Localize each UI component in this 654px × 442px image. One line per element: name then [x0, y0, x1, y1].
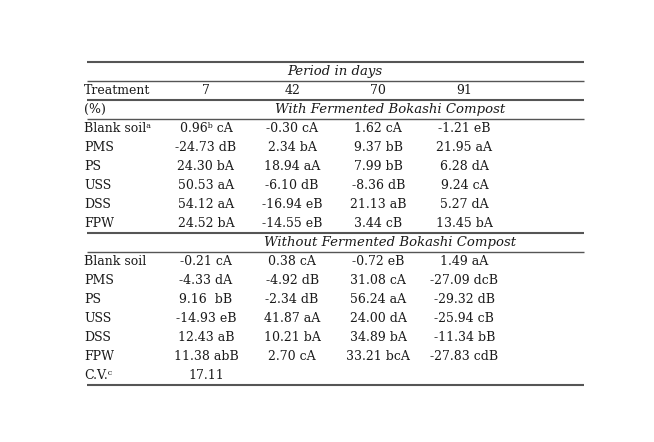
Text: -0.21 cA: -0.21 cA	[180, 255, 232, 268]
Text: DSS: DSS	[84, 331, 111, 344]
Text: 12.43 aB: 12.43 aB	[178, 331, 234, 344]
Text: Blank soil: Blank soil	[84, 255, 146, 268]
Text: 7: 7	[202, 84, 210, 97]
Text: -0.72 eB: -0.72 eB	[352, 255, 404, 268]
Text: 54.12 aA: 54.12 aA	[178, 198, 234, 211]
Text: 41.87 aA: 41.87 aA	[264, 312, 320, 325]
Text: 1.62 cA: 1.62 cA	[354, 122, 402, 135]
Text: (%): (%)	[84, 103, 106, 116]
Text: FPW: FPW	[84, 217, 114, 230]
Text: 9.37 bB: 9.37 bB	[354, 141, 403, 154]
Text: Blank soilᵃ: Blank soilᵃ	[84, 122, 152, 135]
Text: 0.38 cA: 0.38 cA	[268, 255, 316, 268]
Text: PMS: PMS	[84, 274, 114, 287]
Text: Without Fermented Bokashi Compost: Without Fermented Bokashi Compost	[264, 236, 516, 249]
Text: 3.44 cB: 3.44 cB	[354, 217, 402, 230]
Text: -29.32 dB: -29.32 dB	[434, 293, 495, 306]
Text: 33.21 bcA: 33.21 bcA	[347, 350, 410, 363]
Text: -11.34 bB: -11.34 bB	[434, 331, 495, 344]
Text: 7.99 bB: 7.99 bB	[354, 160, 403, 173]
Text: -24.73 dB: -24.73 dB	[175, 141, 237, 154]
Text: -27.83 cdB: -27.83 cdB	[430, 350, 498, 363]
Text: 9.24 cA: 9.24 cA	[441, 179, 489, 192]
Text: PS: PS	[84, 293, 101, 306]
Text: 34.89 bA: 34.89 bA	[350, 331, 407, 344]
Text: 24.00 dA: 24.00 dA	[350, 312, 407, 325]
Text: 21.13 aB: 21.13 aB	[350, 198, 407, 211]
Text: 1.49 aA: 1.49 aA	[440, 255, 489, 268]
Text: 56.24 aA: 56.24 aA	[350, 293, 406, 306]
Text: -4.33 dA: -4.33 dA	[179, 274, 232, 287]
Text: 24.52 bA: 24.52 bA	[178, 217, 234, 230]
Text: 50.53 aA: 50.53 aA	[178, 179, 234, 192]
Text: 2.70 cA: 2.70 cA	[268, 350, 316, 363]
Text: Period in days: Period in days	[288, 65, 383, 77]
Text: 21.95 aA: 21.95 aA	[436, 141, 492, 154]
Text: -16.94 eB: -16.94 eB	[262, 198, 322, 211]
Text: -14.55 eB: -14.55 eB	[262, 217, 322, 230]
Text: USS: USS	[84, 179, 112, 192]
Text: 11.38 abB: 11.38 abB	[173, 350, 238, 363]
Text: 9.16  bB: 9.16 bB	[179, 293, 232, 306]
Text: USS: USS	[84, 312, 112, 325]
Text: -14.93 eB: -14.93 eB	[176, 312, 236, 325]
Text: -1.21 eB: -1.21 eB	[438, 122, 490, 135]
Text: PS: PS	[84, 160, 101, 173]
Text: 42: 42	[284, 84, 300, 97]
Text: 24.30 bA: 24.30 bA	[177, 160, 234, 173]
Text: 91: 91	[456, 84, 472, 97]
Text: 18.94 aA: 18.94 aA	[264, 160, 320, 173]
Text: -8.36 dB: -8.36 dB	[352, 179, 405, 192]
Text: DSS: DSS	[84, 198, 111, 211]
Text: -25.94 cB: -25.94 cB	[434, 312, 494, 325]
Text: 6.28 dA: 6.28 dA	[440, 160, 489, 173]
Text: 2.34 bA: 2.34 bA	[267, 141, 317, 154]
Text: -27.09 dcB: -27.09 dcB	[430, 274, 498, 287]
Text: 31.08 cA: 31.08 cA	[351, 274, 406, 287]
Text: -2.34 dB: -2.34 dB	[266, 293, 318, 306]
Text: With Fermented Bokashi Compost: With Fermented Bokashi Compost	[275, 103, 505, 116]
Text: 17.11: 17.11	[188, 369, 224, 382]
Text: FPW: FPW	[84, 350, 114, 363]
Text: 10.21 bA: 10.21 bA	[264, 331, 320, 344]
Text: 70: 70	[370, 84, 387, 97]
Text: 13.45 bA: 13.45 bA	[436, 217, 493, 230]
Text: Treatment: Treatment	[84, 84, 150, 97]
Text: C.V.ᶜ: C.V.ᶜ	[84, 369, 112, 382]
Text: 5.27 dA: 5.27 dA	[440, 198, 489, 211]
Text: -0.30 cA: -0.30 cA	[266, 122, 318, 135]
Text: PMS: PMS	[84, 141, 114, 154]
Text: -4.92 dB: -4.92 dB	[266, 274, 318, 287]
Text: -6.10 dB: -6.10 dB	[266, 179, 318, 192]
Text: 0.96ᵇ cA: 0.96ᵇ cA	[180, 122, 232, 135]
